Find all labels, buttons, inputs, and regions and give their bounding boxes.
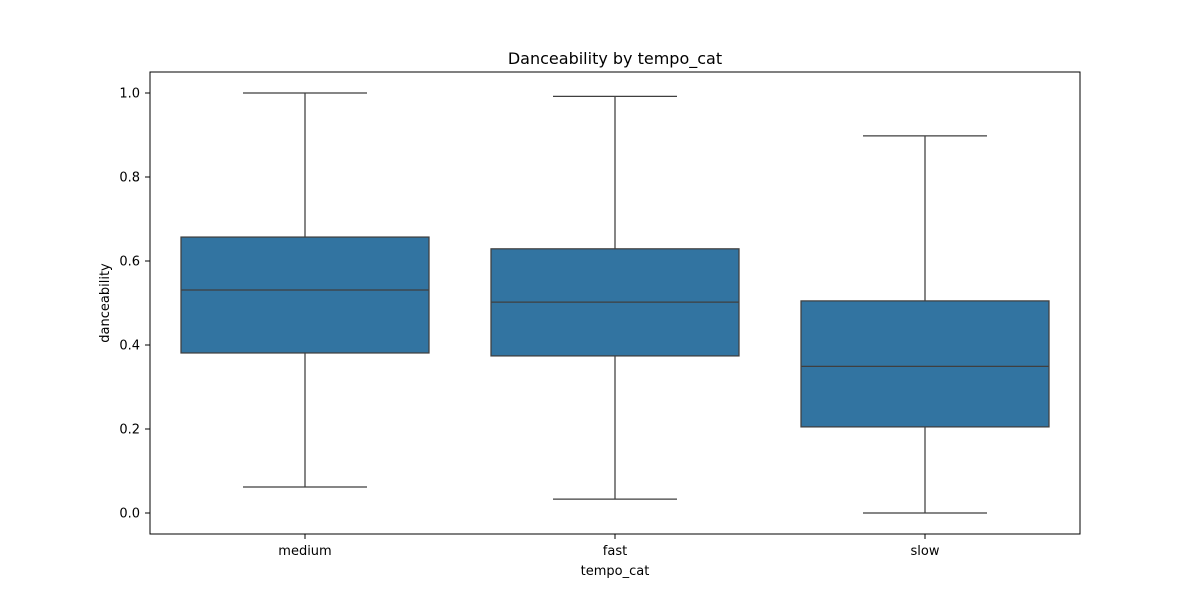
box-fast — [490, 95, 740, 500]
y-axis: 0.0 0.2 0.4 0.6 0.8 1.0 — [119, 87, 150, 522]
x-tick-label: medium — [278, 544, 331, 559]
box-medium — [180, 92, 430, 488]
x-axis-label: tempo_cat — [581, 564, 650, 579]
y-tick-label: 0.6 — [119, 255, 140, 270]
iqr-box — [180, 236, 430, 354]
x-tick-label: fast — [603, 544, 627, 559]
box-slow — [800, 135, 1050, 514]
y-tick-label: 0.2 — [119, 423, 140, 438]
x-axis: medium fast slow — [278, 534, 940, 559]
boxes — [180, 92, 1050, 514]
y-tick-label: 0.0 — [119, 507, 140, 522]
y-tick-label: 0.8 — [119, 171, 140, 186]
chart-title: Danceability by tempo_cat — [508, 49, 722, 69]
iqr-box — [800, 300, 1050, 428]
y-tick-label: 1.0 — [119, 87, 140, 102]
x-tick-label: slow — [911, 544, 940, 559]
y-axis-label: danceability — [98, 263, 113, 343]
y-tick-label: 0.4 — [119, 339, 140, 354]
